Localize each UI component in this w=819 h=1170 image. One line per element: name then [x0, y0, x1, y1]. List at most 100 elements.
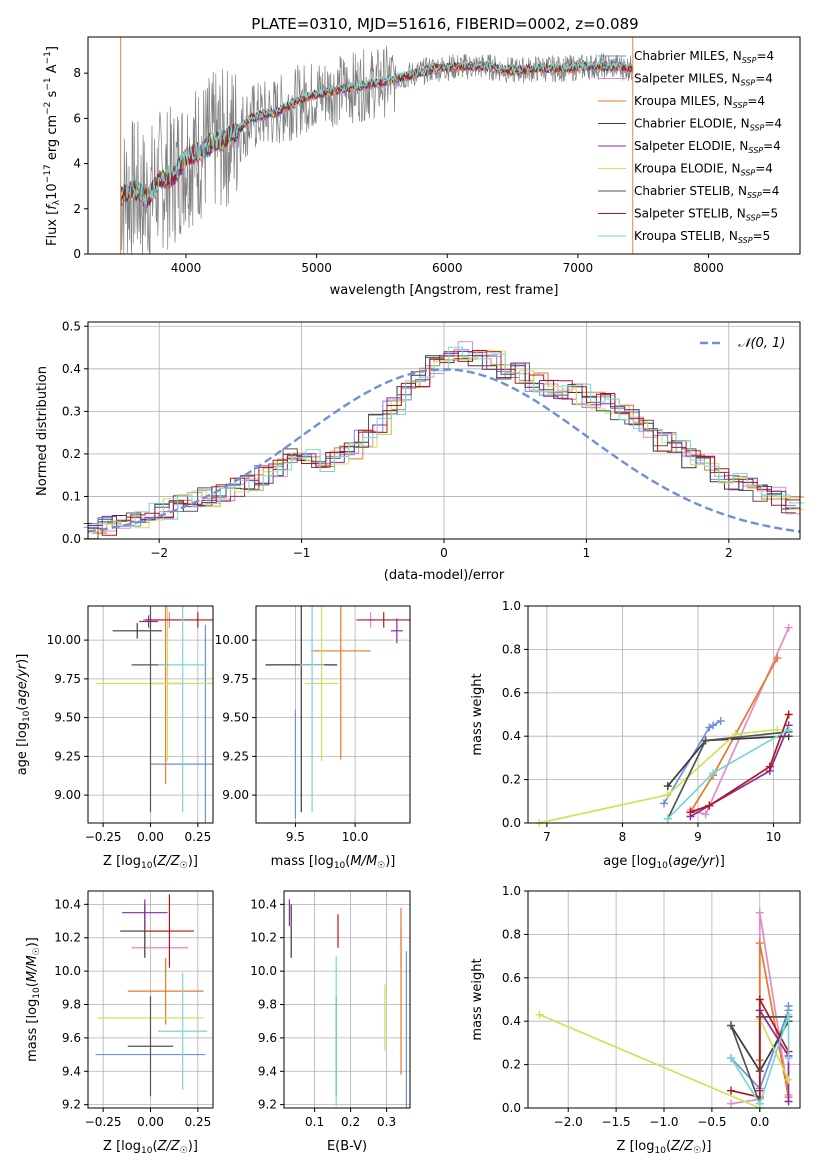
errorbar-point-salpeter-elodie: [122, 899, 168, 927]
y-axis-label: age [log10(age/yr)]: [15, 654, 32, 776]
y-tick-label: 0.8: [502, 927, 521, 941]
x-tick-label: 0.00: [137, 1115, 164, 1129]
spectrum-panel: PLATE=0310, MJD=51616, FIBERID=0002, z=0…: [43, 15, 801, 298]
x-axis-label: age [log10(age/yr)]: [603, 854, 725, 871]
errorbar-point-kroupa-stelib: [158, 606, 208, 813]
y-tick-label: 6: [73, 111, 81, 125]
errorbar-point-salpeter-elodie: [139, 615, 159, 628]
legend-label: Salpeter STELIB, NSSP=5: [634, 207, 778, 223]
plot-content: [95, 606, 213, 823]
ticks: −2.0 −1.5 −1.0 −0.5 0.0 0.0 0.2 0.4 0.6 0.8 1.0: [502, 884, 769, 1129]
spectrum-legend: Chabrier MILES, NSSP=4 Salpeter MILES, NS…: [598, 49, 782, 245]
series-line: [663, 720, 722, 804]
y-tick-label: 10.00: [47, 633, 81, 647]
errorbar-point-salpeter-elodie: [390, 618, 403, 644]
histogram-xlabel: (data-model)/error: [384, 568, 505, 583]
x-tick-label: 0.0: [750, 1115, 769, 1129]
y-axis-label: mass [log10(M/M☉)]: [25, 937, 42, 1062]
series-line: [730, 1014, 790, 1106]
series-marker: [701, 736, 710, 745]
y-tick-label: 10.00: [215, 633, 249, 647]
series-marker: [755, 939, 764, 948]
x-tick-label: −2: [150, 546, 168, 560]
histogram-legend: 𝒩(0, 1): [700, 336, 785, 351]
y-tick-label: 0.2: [502, 773, 521, 787]
series-marker: [716, 717, 725, 726]
model-spectrum-kroupa-stelib: [120, 60, 633, 206]
series-marker: [535, 1010, 544, 1019]
y-tick-label: 0.6: [502, 971, 521, 985]
x-tick-label: 5000: [301, 261, 332, 275]
x-tick-label: −1.5: [602, 1115, 631, 1129]
errorbar-point-salpeter-stelib: [356, 612, 410, 628]
series-marker: [784, 1054, 793, 1063]
y-tick-label: 9.75: [54, 672, 81, 686]
axes-frame: [255, 605, 411, 824]
model-spectra: [120, 37, 634, 254]
y-tick-label: 0.0: [502, 1101, 521, 1115]
y-tick-label: 0.4: [62, 362, 81, 376]
x-tick-label: 0.25: [184, 1115, 211, 1129]
series-marker: [784, 710, 793, 719]
series-marker: [727, 1021, 736, 1030]
errorbar-point-salpeter-stelib: [144, 612, 213, 628]
y-tick-label: 10.2: [250, 931, 277, 945]
errorbar-point-kroupa-miles: [310, 606, 371, 760]
mass-vs-extinction-panel: 0.1 0.2 0.3 9.2 9.4 9.6 9.8 10.0 10.2 10.4 E(B-V): [250, 890, 411, 1154]
series-marker: [709, 769, 718, 778]
x-axis-label: E(B-V): [327, 1139, 367, 1154]
plot-content: [95, 894, 208, 1097]
series-marker: [663, 814, 672, 823]
series-marker: [686, 808, 695, 817]
x-tick-label: −1.0: [649, 1115, 678, 1129]
series-marker: [705, 801, 714, 810]
x-tick-label: 6000: [432, 261, 463, 275]
errorbar-point-chabrier-stelib: [127, 996, 174, 1097]
x-tick-label: 10.0: [342, 830, 369, 844]
ticks: 9.5 10.0 9.00 9.25 9.50 9.75 10.00: [215, 633, 369, 844]
x-axis-label: Z [log10(Z/Z☉)]: [617, 1139, 712, 1156]
series-line: [539, 728, 778, 824]
plot-content: [535, 623, 793, 827]
series-marker: [663, 790, 672, 799]
spectrum-title: PLATE=0310, MJD=51616, FIBERID=0002, z=0…: [251, 15, 638, 33]
x-tick-label: 2: [725, 546, 733, 560]
y-tick-label: 9.8: [258, 998, 277, 1012]
series-marker: [784, 1097, 793, 1106]
ticks: 7 8 9 10 0.0 0.2 0.4 0.6 0.8 1.0: [502, 599, 781, 844]
mass-weight-series-kroupa-stelib: [727, 1010, 793, 1108]
observed-flux-line: [120, 45, 634, 254]
y-tick-label: 9.75: [222, 672, 249, 686]
mass-weight-vs-age-panel: 7 8 9 10 0.0 0.2 0.4 0.6 0.8 1.0 age [log10(age/yr…: [470, 599, 801, 871]
legend-label: Kroupa ELODIE, NSSP=4: [634, 162, 773, 178]
age-vs-metallicity-panel: −0.25 0.00 0.25 9.00 9.25 9.50 9.75 10.00 Z [log…: [15, 605, 214, 871]
plot-content: [535, 908, 793, 1112]
series-line: [689, 725, 790, 818]
ticks: −0.25 0.00 0.25 9.00 9.25 9.50 9.75 10.00: [47, 633, 212, 844]
plot-content: [265, 606, 410, 819]
x-tick-label: 8000: [693, 261, 724, 275]
y-tick-label: 10.0: [54, 964, 81, 978]
mass-weight-series-salpeter-stelib: [686, 710, 793, 817]
series-marker: [755, 1099, 764, 1108]
x-tick-label: 0.3: [377, 1115, 396, 1129]
spectrum-xlabel: wavelength [Angstrom, rest frame]: [330, 283, 559, 298]
errorbar-point-kroupa-elodie: [95, 606, 213, 761]
errorbar-point-kroupa-miles: [127, 957, 204, 1025]
x-tick-label: 8: [619, 830, 627, 844]
y-tick-label: 9.50: [222, 711, 249, 725]
x-tick-label: 0: [440, 546, 448, 560]
series-marker: [727, 1099, 736, 1108]
x-tick-label: −2.0: [554, 1115, 583, 1129]
y-tick-label: 4: [73, 157, 81, 171]
y-axis-label: mass weight: [470, 673, 485, 755]
y-tick-label: 9.8: [62, 998, 81, 1012]
errorbar-point-kroupa-elodie: [304, 606, 339, 761]
series-line: [730, 999, 790, 1099]
series-marker: [773, 654, 782, 663]
observed-spectrum: [120, 45, 634, 254]
series-marker: [784, 1075, 793, 1084]
y-tick-label: 9.2: [62, 1098, 81, 1112]
x-tick-label: 9: [694, 830, 702, 844]
